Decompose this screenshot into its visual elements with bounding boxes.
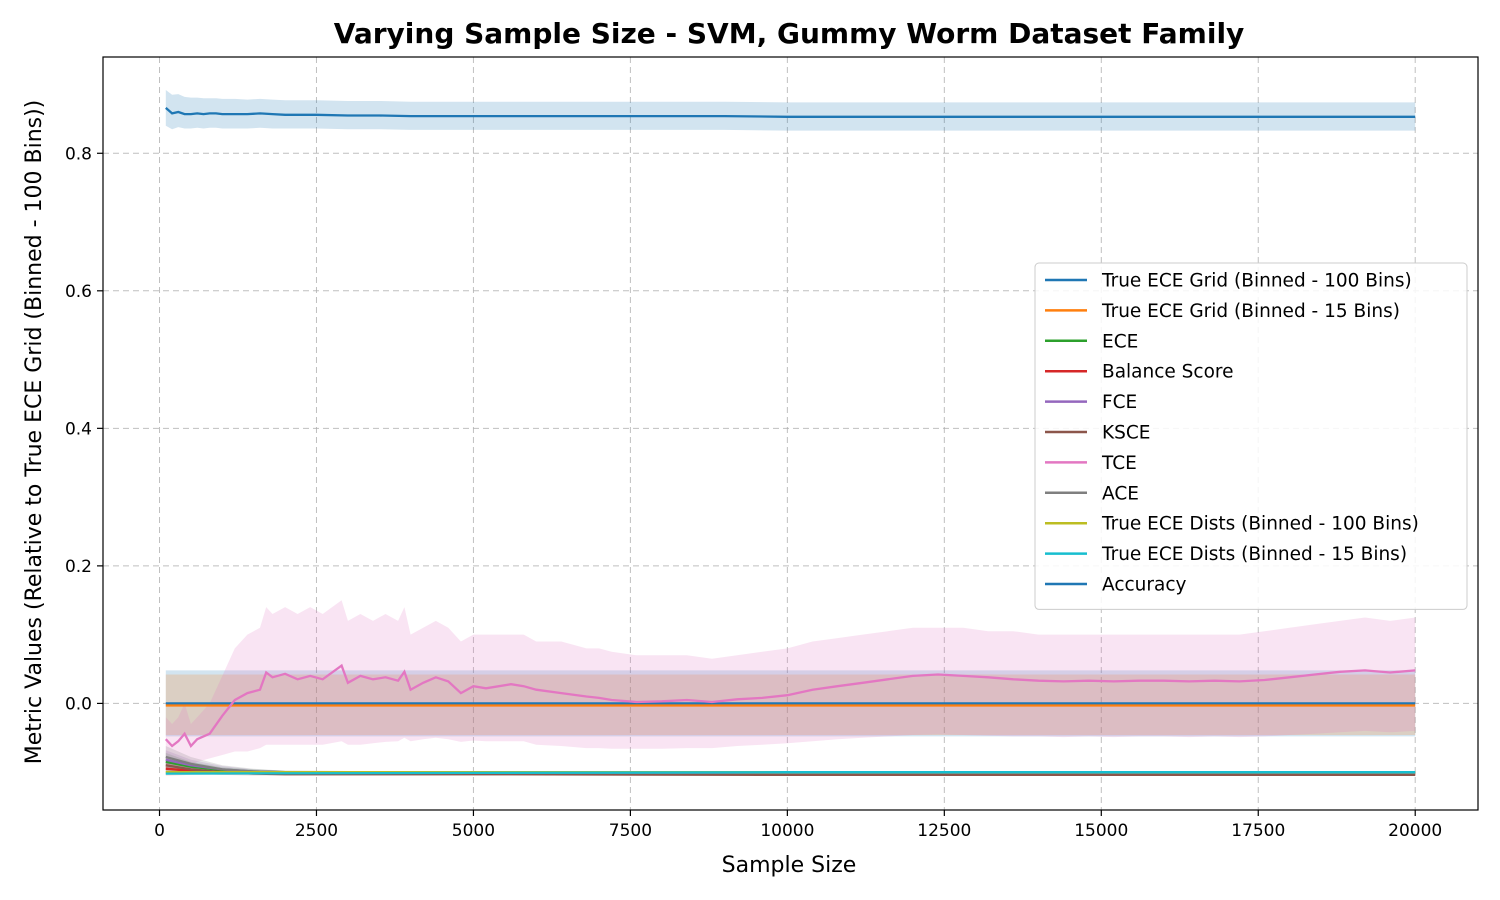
series-line-tce-6 — [164, 663, 1416, 748]
x-tick-label: 2500 — [295, 821, 338, 841]
series-line-fce-4 — [165, 758, 1416, 775]
y-tick-label: 0.4 — [65, 419, 92, 439]
series-line-accuracy-10 — [165, 107, 1416, 118]
legend-label: True ECE Grid (Binned - 100 Bins) — [1101, 271, 1412, 292]
legend-label: TCE — [1101, 453, 1137, 474]
band-tce-6 — [165, 600, 1416, 766]
x-tick-label: 20000 — [1388, 821, 1442, 841]
legend: True ECE Grid (Binned - 100 Bins) True EC… — [1034, 262, 1468, 610]
y-axis-label: Metric Values (Relative to True ECE Grid… — [22, 100, 47, 765]
x-tick-label: 7500 — [609, 821, 652, 841]
chart-title: Varying Sample Size - SVM, Gummy Worm Da… — [334, 17, 1245, 50]
x-tick-label: 5000 — [452, 821, 495, 841]
y-tick-label: 0.8 — [65, 144, 92, 164]
legend-label: True ECE Dists (Binned - 100 Bins) — [1101, 514, 1419, 535]
series-line-true-ece-dists-binned-15-bins-9 — [165, 771, 1416, 775]
band-accuracy-10 — [165, 90, 1416, 131]
band-fce-4 — [165, 750, 1416, 774]
x-tick-label: 10000 — [760, 821, 814, 841]
y-tick-label: 0.2 — [65, 557, 92, 577]
x-tick-label: 17500 — [1231, 821, 1285, 841]
y-tick-label: 0.6 — [65, 282, 92, 302]
x-tick-label: 12500 — [917, 821, 971, 841]
legend-label: True ECE Dists (Binned - 15 Bins) — [1101, 544, 1407, 565]
band-ace-7 — [165, 746, 1416, 774]
legend-label: Balance Score — [1102, 362, 1233, 383]
legend-label: FCE — [1102, 392, 1137, 413]
series-line-ace-7 — [165, 755, 1416, 775]
legend-label: ACE — [1102, 483, 1139, 504]
legend-label: KSCE — [1102, 423, 1150, 444]
legend-label: Accuracy — [1102, 575, 1187, 596]
legend-box — [1034, 262, 1468, 610]
plot-frame — [102, 56, 1479, 811]
ticks-layer: 0 2500 5000 7500 10000 12500 15000 17500 20000 0.… — [65, 144, 1442, 841]
legend-label: ECE — [1102, 331, 1138, 352]
band-ece-2 — [165, 752, 1416, 774]
y-tick-label: 0.0 — [65, 694, 92, 714]
x-axis-label: Sample Size — [722, 853, 857, 878]
lines-layer — [164, 107, 1416, 777]
x-tick-label: 15000 — [1074, 821, 1128, 841]
x-tick-label: 0 — [154, 821, 165, 841]
legend-label: True ECE Grid (Binned - 15 Bins) — [1101, 301, 1400, 322]
